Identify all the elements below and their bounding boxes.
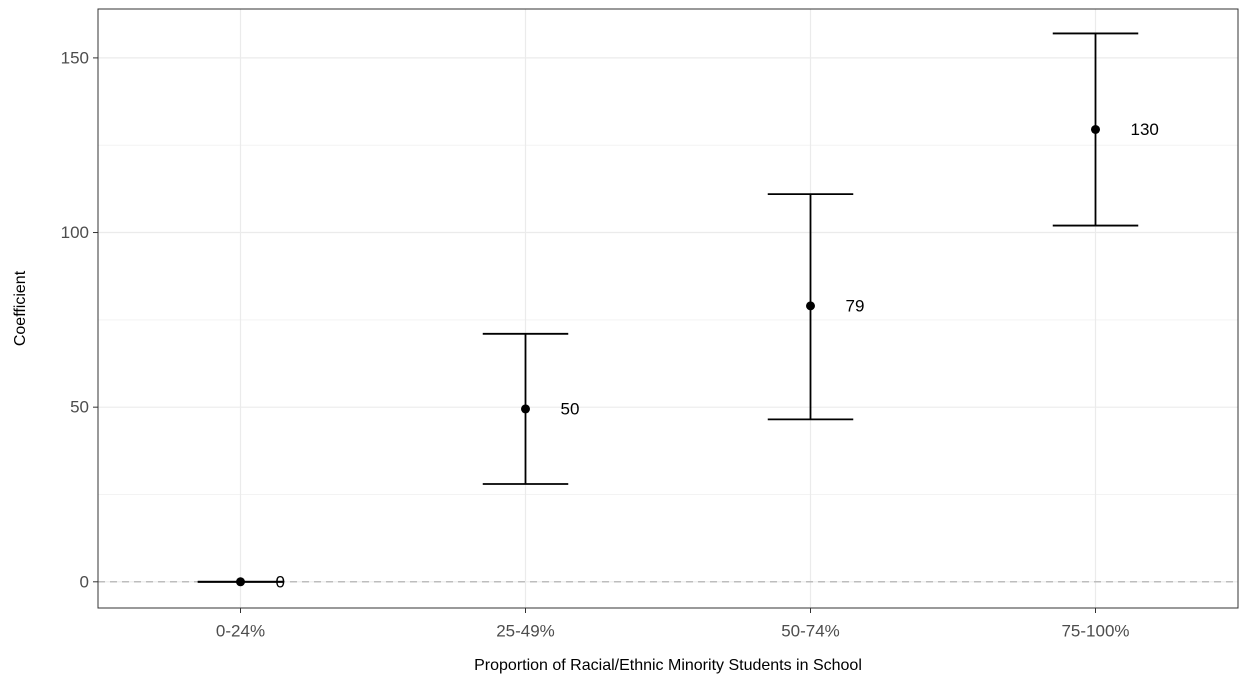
x-tick-label: 75-100% <box>1061 622 1129 641</box>
y-tick-label: 50 <box>70 398 89 417</box>
panel-border <box>97 8 1239 609</box>
data-point <box>806 301 815 311</box>
y-tick-label: 150 <box>61 48 89 67</box>
x-tick-label: 50-74% <box>781 622 840 641</box>
grid-layer <box>98 9 1238 608</box>
marks-layer: 0 50 79 130 <box>197 32 1159 591</box>
y-axis-title: Coefficient <box>12 270 29 346</box>
data-label: 79 <box>846 296 865 315</box>
data-point <box>521 404 530 414</box>
data-label: 50 <box>561 399 580 418</box>
x-axis-title: Proportion of Racial/Ethnic Minority Stu… <box>474 657 862 674</box>
data-label: 130 <box>1131 120 1159 139</box>
data-point <box>1091 124 1100 134</box>
data-point <box>236 577 245 587</box>
y-tick-label: 0 <box>80 572 89 591</box>
y-tick-label: 100 <box>61 223 89 242</box>
axis-layer: 0 50 100 150 0-24% 25-49% 50-74% 75-100% <box>61 48 1130 640</box>
x-tick-label: 0-24% <box>216 622 265 641</box>
x-tick-label: 25-49% <box>496 622 555 641</box>
data-label: 0 <box>276 572 285 591</box>
